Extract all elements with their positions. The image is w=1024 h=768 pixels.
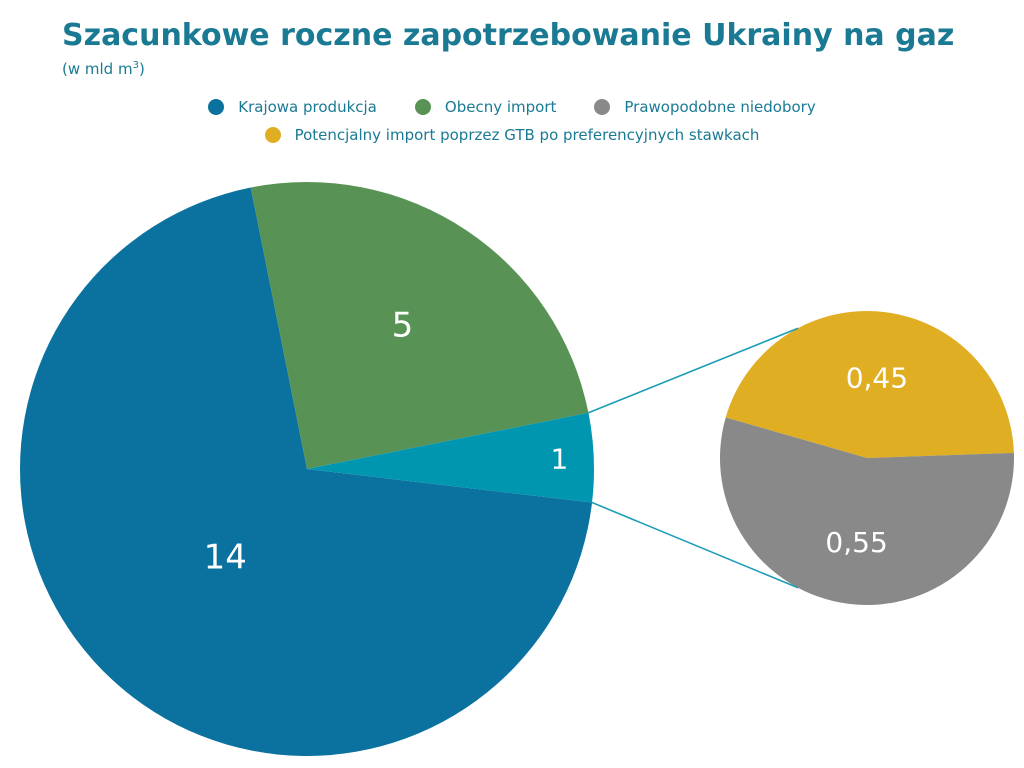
main-pie-slice-1 xyxy=(307,412,595,503)
legend-swatch-obecny-import xyxy=(414,99,431,115)
secondary-pie-label-0-55: 0,55 xyxy=(825,526,887,559)
main-pie-label-5: 5 xyxy=(392,306,414,346)
connector-line-top xyxy=(588,327,799,414)
legend-item-krajowa-produkcja: Krajowa produkcja xyxy=(208,98,377,116)
chart-subtitle: (w mld m3) xyxy=(62,60,145,78)
legend-item-obecny-import: Obecny import xyxy=(414,98,557,116)
secondary-pie-slice-0-55 xyxy=(719,417,1014,605)
legend-row-2: Potencjalny import poprzez GTB po prefer… xyxy=(0,126,1024,144)
legend-item-potencjalny-import: Potencjalny import poprzez GTB po prefer… xyxy=(264,126,760,144)
subtitle-prefix: (w mld m xyxy=(62,60,133,78)
legend-swatch-prawopodobne-niedobory xyxy=(594,99,611,115)
legend-row-1: Krajowa produkcja Obecny import Prawopod… xyxy=(0,98,1024,116)
connector-line-bottom xyxy=(591,501,799,589)
main-pie-label-1: 1 xyxy=(550,442,568,475)
legend-label-potencjalny-import: Potencjalny import poprzez GTB po prefer… xyxy=(294,126,760,144)
legend-swatch-krajowa-produkcja xyxy=(208,99,225,115)
legend-swatch-potencjalny-import xyxy=(264,127,281,143)
subtitle-suffix: ) xyxy=(138,60,145,78)
legend-label-obecny-import: Obecny import xyxy=(444,98,557,116)
main-pie-slice-5 xyxy=(250,181,589,469)
main-pie-slice-14 xyxy=(20,187,593,756)
secondary-pie-slice-0-45 xyxy=(725,310,1014,458)
subtitle-superscript: 3 xyxy=(132,60,139,71)
secondary-pie-label-0-45: 0,45 xyxy=(846,361,908,394)
legend-label-krajowa-produkcja: Krajowa produkcja xyxy=(238,98,377,116)
main-pie-label-14: 14 xyxy=(204,538,247,578)
chart-title: Szacunkowe roczne zapotrzebowanie Ukrain… xyxy=(62,18,955,53)
legend-label-prawopodobne-niedobory: Prawopodobne niedobory xyxy=(624,98,816,116)
legend-item-prawopodobne-niedobory: Prawopodobne niedobory xyxy=(594,98,816,116)
